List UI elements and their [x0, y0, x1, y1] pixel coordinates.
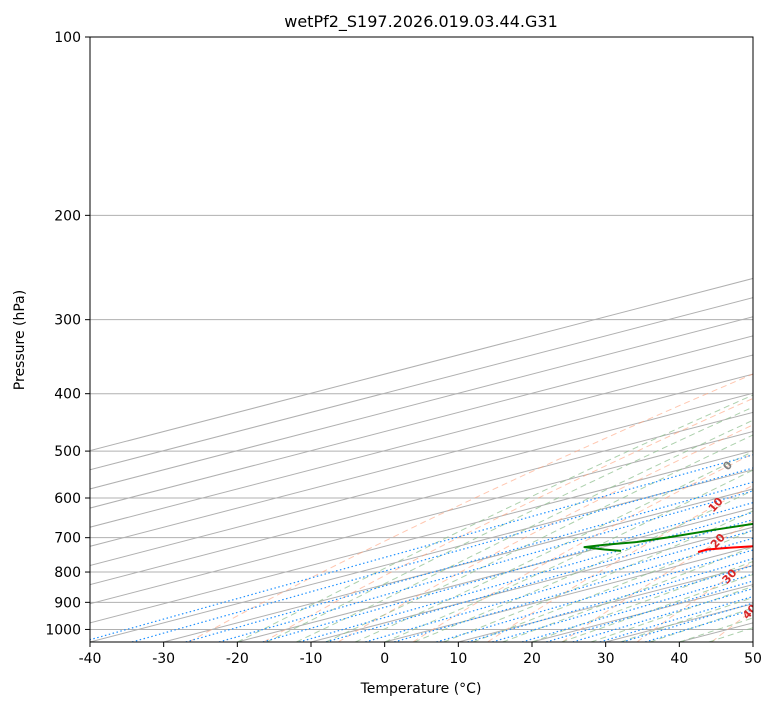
profile-series: [583, 522, 753, 553]
isotherm: [90, 411, 753, 586]
dry-adiabat: [188, 373, 753, 642]
dry-adiabat: [562, 520, 753, 642]
isotherm: [90, 469, 753, 642]
skewed-isotherms: [90, 277, 753, 642]
dewpoint-profile: [583, 522, 753, 552]
x-tick-label: 30: [597, 651, 615, 667]
mixing-ratio-line: [365, 529, 753, 642]
chart-title: wetPf2_S197.2026.019.03.44.G31: [284, 12, 558, 32]
x-tick-label: -40: [79, 651, 102, 667]
moist-adiabat: [266, 406, 753, 642]
isotherm: [163, 488, 753, 642]
isotherm: [90, 316, 753, 490]
mixing-ratio-line: [394, 537, 753, 642]
mixing-ratio-line: [299, 511, 753, 642]
moist-adiabat: [325, 434, 753, 642]
moist-adiabat: [649, 607, 753, 642]
dry-adiabat: [711, 609, 753, 642]
mixing-ratio-line: [262, 502, 753, 642]
moist-adiabat: [355, 450, 753, 642]
moist-adiabat: [413, 489, 753, 642]
y-tick-label: 800: [54, 565, 81, 581]
isotherm: [90, 297, 753, 471]
moist-adiabat: [384, 469, 753, 642]
dry-adiabat: [263, 397, 753, 642]
isotherm: [679, 622, 753, 642]
y-tick-label: 700: [54, 531, 81, 547]
x-tick-label: -30: [152, 651, 175, 667]
dry-adiabat: [487, 484, 753, 642]
isotherm: [90, 373, 753, 547]
x-tick-label: 0: [380, 651, 389, 667]
mixing-ratio-line: [325, 519, 753, 642]
y-tick-label: 100: [54, 30, 81, 46]
isotherm: [90, 431, 753, 605]
moist-adiabat: [531, 560, 753, 642]
x-tick-label: -20: [226, 651, 249, 667]
y-tick-label: 600: [54, 491, 81, 507]
x-axis-ticks: -40 -30 -20 -10 0 10 20 30 40 50: [79, 642, 762, 667]
mixing-ratio-line: [90, 454, 753, 641]
plot-frame: [89, 36, 754, 643]
isotherm: [237, 507, 753, 642]
y-axis-label: Pressure (hPa): [12, 290, 28, 390]
mixing-ratio-lines: [90, 454, 753, 642]
moist-adiabat: [443, 510, 753, 642]
isotherm: [752, 641, 753, 642]
dry-adiabat: [636, 561, 753, 642]
mixing-ratio-line: [218, 490, 753, 642]
dry-adiabat-label: 40: [740, 602, 760, 622]
y-tick-label: 500: [54, 444, 81, 460]
isotherm: [90, 392, 753, 566]
y-tick-label: 900: [54, 595, 81, 611]
moist-adiabats: [237, 394, 753, 642]
y-tick-label: 400: [54, 387, 81, 403]
isotherm: [90, 335, 753, 509]
dry-adiabat: [412, 453, 753, 642]
dry-adiabat: [337, 424, 753, 642]
x-tick-label: 40: [670, 651, 688, 667]
moist-adiabat: [679, 617, 753, 642]
mixing-ratio-line: [436, 549, 753, 642]
isotherm: [310, 526, 753, 642]
x-axis-label: Temperature (°C): [360, 681, 482, 697]
x-tick-label: 10: [449, 651, 467, 667]
moist-adiabat: [472, 529, 753, 642]
mixing-ratio-labels: 0.10.20.40.611.52346810131620253036: [754, 434, 775, 454]
x-tick-label: 50: [744, 651, 762, 667]
y-tick-label: 200: [54, 208, 81, 224]
x-tick-label: -10: [300, 651, 323, 667]
mixing-ratio-label: 0.1: [754, 434, 775, 453]
isotherm: [90, 277, 753, 452]
x-tick-label: 20: [523, 651, 541, 667]
moist-adiabat: [237, 394, 753, 642]
y-axis-ticks: 100 200 300 400 500 600 700 800 900 1000: [45, 30, 90, 638]
moist-adiabat: [708, 627, 753, 642]
plot-area: -100-90-80-70-60-50-40-30-20-10 0.10.20.…: [90, 37, 775, 642]
mixing-ratio-line: [131, 467, 753, 642]
dry-adiabats: [188, 373, 753, 642]
isotherm: [605, 603, 753, 642]
isotherm: [90, 450, 753, 624]
y-tick-label: 1000: [45, 622, 81, 638]
moist-adiabat: [502, 546, 753, 642]
y-tick-label: 300: [54, 313, 81, 329]
moist-adiabat: [620, 596, 753, 642]
